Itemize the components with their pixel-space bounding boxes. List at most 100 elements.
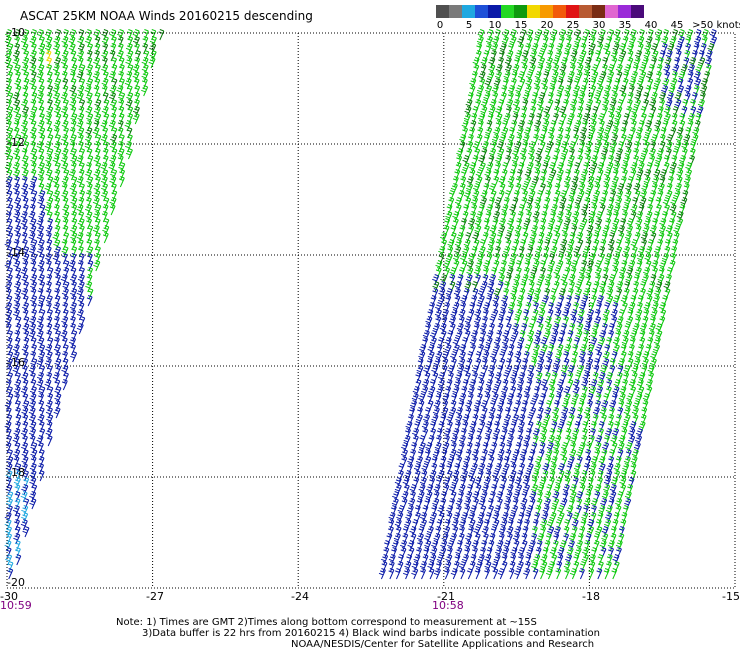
- wind-barb: [87, 225, 94, 237]
- wind-barb: [474, 316, 482, 328]
- wind-barb: [445, 211, 453, 223]
- wind-barb: [36, 330, 44, 342]
- wind-barb: [590, 155, 598, 167]
- wind-barb: [659, 50, 666, 62]
- wind-barb: [440, 232, 448, 244]
- wind-barb: [505, 316, 512, 328]
- wind-barb: [7, 330, 13, 342]
- wind-barb: [598, 463, 606, 475]
- wind-barb: [591, 64, 599, 76]
- wind-barb: [643, 176, 651, 188]
- wind-barb: [608, 456, 615, 468]
- wind-barb: [446, 414, 454, 426]
- wind-barb: [472, 183, 480, 195]
- wind-barb: [47, 267, 54, 279]
- wind-barb: [425, 491, 433, 503]
- wind-barb: [544, 323, 552, 335]
- wind-barb: [86, 99, 93, 111]
- wind-barb: [614, 470, 621, 482]
- wind-barb: [492, 295, 500, 307]
- wind-barb: [580, 169, 588, 181]
- wind-barb: [638, 344, 644, 356]
- wind-barb: [38, 400, 45, 412]
- wind-barb: [606, 78, 613, 90]
- wind-barb: [515, 50, 523, 62]
- wind-barb: [21, 442, 29, 454]
- wind-barb: [118, 134, 125, 146]
- wind-barb: [53, 99, 61, 111]
- wind-barb: [517, 337, 525, 349]
- wind-barb: [478, 71, 486, 83]
- wind-barb: [54, 393, 62, 405]
- wind-barb: [381, 554, 389, 566]
- wind-barb: [488, 540, 495, 552]
- wind-barb: [576, 64, 584, 76]
- wind-barb: [465, 449, 472, 461]
- wind-barb: [594, 316, 602, 328]
- wind-barb: [506, 435, 514, 447]
- wind-barb: [659, 141, 666, 153]
- wind-barb: [404, 470, 412, 482]
- wind-barb: [588, 568, 595, 580]
- wind-barb: [412, 428, 420, 440]
- legend-swatch-11: [579, 5, 592, 18]
- wind-barb: [534, 127, 540, 139]
- wind-barb: [652, 176, 660, 188]
- wind-barb: [513, 274, 521, 286]
- wind-barb: [519, 148, 527, 160]
- wind-barb: [78, 106, 85, 118]
- wind-barb: [655, 330, 663, 342]
- wind-barb: [61, 176, 69, 188]
- wind-barb: [62, 113, 69, 125]
- wind-barb: [553, 449, 560, 461]
- wind-barb: [606, 561, 612, 573]
- wind-barb: [525, 428, 532, 440]
- wind-barb: [589, 463, 597, 475]
- wind-barb: [54, 225, 61, 237]
- wind-barb: [78, 29, 85, 41]
- wind-barb: [36, 29, 44, 41]
- wind-barb: [598, 421, 605, 433]
- wind-barb: [619, 85, 627, 97]
- wind-barb: [21, 148, 28, 160]
- wind-barb: [586, 484, 594, 496]
- wind-barb: [28, 428, 37, 440]
- wind-barb: [84, 204, 92, 216]
- wind-barb: [453, 561, 460, 573]
- wind-barb: [691, 134, 699, 146]
- wind-barb: [413, 477, 420, 489]
- wind-barb: [628, 78, 637, 90]
- wind-barb: [499, 484, 506, 496]
- wind-barb: [442, 393, 450, 405]
- wind-barb: [488, 155, 495, 167]
- wind-barb: [571, 225, 578, 237]
- wind-barb: [471, 113, 478, 125]
- wind-barb: [657, 57, 664, 69]
- wind-barb: [423, 414, 431, 426]
- wind-barb: [595, 519, 602, 531]
- wind-barb: [518, 43, 524, 55]
- wind-barb: [594, 225, 602, 237]
- wind-barb: [495, 155, 503, 167]
- wind-barb: [520, 281, 527, 293]
- wind-barb: [559, 204, 565, 216]
- wind-barb: [100, 134, 108, 146]
- wind-barb: [490, 190, 497, 202]
- wind-barb: [488, 183, 496, 195]
- wind-barb: [465, 400, 473, 412]
- wind-barb: [680, 64, 688, 76]
- wind-barb: [15, 554, 22, 566]
- wind-barb: [483, 92, 491, 104]
- wind-barb: [69, 274, 77, 286]
- wind-barb: [87, 253, 93, 265]
- wind-barb: [438, 421, 445, 433]
- wind-barb: [568, 197, 575, 209]
- wind-barb: [46, 365, 53, 377]
- wind-barb: [522, 190, 529, 202]
- wind-barb: [659, 218, 667, 230]
- wind-barb: [62, 78, 69, 90]
- wind-barb: [406, 554, 413, 566]
- wind-barb: [587, 526, 595, 538]
- wind-barb: [86, 78, 94, 90]
- wind-barb: [626, 106, 632, 118]
